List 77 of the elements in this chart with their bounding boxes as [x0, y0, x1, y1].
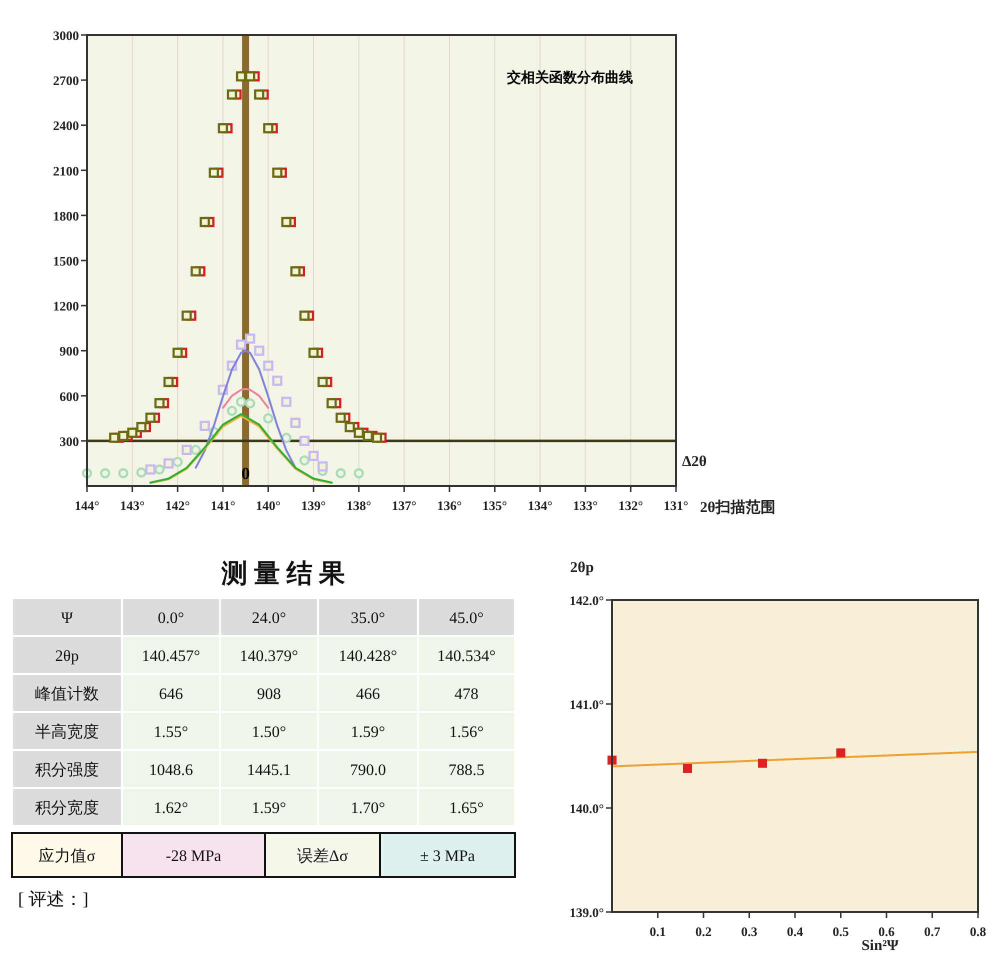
x-tick-label: 143°	[120, 498, 145, 513]
text: 积分强度	[35, 761, 99, 779]
text: 35.0°	[350, 610, 386, 627]
text: 788.5	[448, 762, 484, 779]
x-tick-label: 137°	[392, 498, 417, 513]
x-tick-label: 142°	[165, 498, 190, 513]
text: 1.55°	[154, 724, 188, 741]
x-tick-label: 132°	[618, 498, 644, 513]
y-tick-label: 3000	[53, 28, 79, 43]
y-tick-label: 600	[60, 388, 79, 404]
x-tick-label: 0.7	[924, 924, 941, 939]
y-tick-label: 1200	[53, 298, 79, 314]
y-tick-label: 142.0°	[570, 593, 604, 608]
text: 1.70°	[350, 800, 386, 817]
x-tick-label: 138°	[346, 498, 372, 513]
y-tick-label: 2400	[53, 118, 79, 134]
y-tick-label: 1500	[53, 254, 79, 268]
y-axis-title: 2θp	[570, 560, 594, 576]
text: 24.0°	[252, 610, 286, 627]
text: 1.65°	[449, 800, 484, 817]
x-tick-label: 135°	[482, 498, 508, 513]
y-tick-label: 139.0°	[570, 905, 604, 920]
text: Ψ	[61, 610, 74, 627]
x-tick-label: 139°	[301, 498, 326, 513]
text: 误差Δσ	[297, 847, 348, 865]
text: 积分宽度	[35, 799, 99, 817]
y-tick-label: 140.0°	[570, 801, 604, 816]
text: 1.62°	[154, 800, 188, 817]
text: 140.457°	[142, 648, 200, 665]
x-tick-label: 140°	[256, 498, 281, 513]
x-tick-label: 131°	[664, 498, 688, 513]
text: ± 3 MPa	[420, 848, 476, 865]
x-axis-title: Sin²Ψ	[861, 938, 899, 954]
x-tick-label: 133°	[573, 498, 598, 513]
text: 1048.6	[149, 762, 193, 779]
x-tick-label: 0.4	[786, 924, 804, 939]
text: 交相关函数分布曲线	[506, 69, 633, 86]
text: 1.56°	[449, 724, 484, 741]
y-tick-label: 300	[60, 434, 79, 449]
text: 466	[356, 686, 380, 703]
text: 峰值计数	[35, 685, 99, 703]
x-tick-label: 136°	[437, 498, 462, 513]
x-tick-label: 0.5	[832, 924, 850, 939]
text: 半高宽度	[35, 723, 99, 741]
text: 646	[159, 686, 183, 703]
text: Δ2θ	[682, 454, 707, 470]
text: 140.379°	[240, 648, 298, 665]
text: 790.0	[350, 762, 386, 779]
text: 0.0°	[158, 610, 184, 627]
text: [ 评述：]	[18, 889, 88, 909]
text: 908	[257, 686, 281, 703]
text: 应力值σ	[38, 847, 96, 865]
text: 1445.1	[247, 762, 291, 779]
x-tick-label: 141°	[210, 498, 236, 513]
y-tick-label: 900	[60, 344, 79, 359]
text: -28 MPa	[166, 848, 222, 865]
text: 45.0°	[449, 610, 484, 627]
x-tick-label: 134°	[528, 498, 552, 513]
y-tick-label: 2100	[53, 163, 79, 178]
y-tick-label: 1800	[53, 208, 79, 224]
x-tick-label: 144°	[74, 498, 100, 513]
text: 1.50°	[252, 724, 286, 741]
text: 140.428°	[338, 648, 398, 665]
text: 140.534°	[437, 648, 496, 665]
y-tick-label: 2700	[53, 73, 79, 88]
text: 1.59°	[252, 800, 286, 817]
x-tick-label: 0.3	[741, 924, 758, 939]
text: 478	[454, 686, 478, 703]
y-tick-label: 141.0°	[570, 697, 604, 712]
text: 测 量 结 果	[220, 559, 345, 588]
text: 2θp	[55, 648, 79, 665]
x-tick-label: 0.6	[878, 924, 896, 939]
text: 1.59°	[350, 724, 386, 741]
x-axis-title: 2θ扫描范围	[700, 499, 776, 516]
x-tick-label: 0.1	[650, 924, 666, 939]
x-tick-label: 0.2	[695, 924, 712, 939]
x-tick-label: 0.8	[970, 924, 987, 939]
